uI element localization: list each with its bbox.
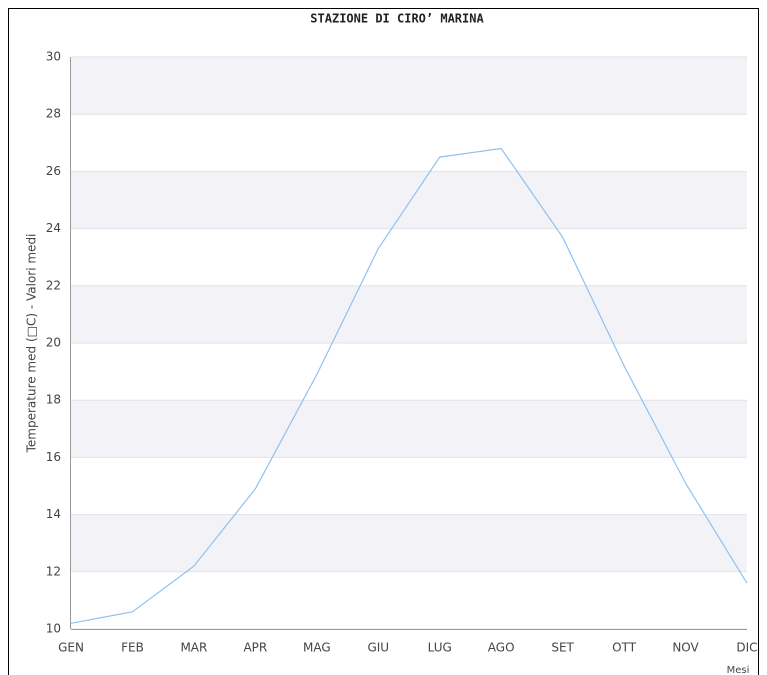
x-tick-label: NOV <box>672 641 699 655</box>
x-tick-label: GEN <box>58 641 84 655</box>
x-tick-label: APR <box>243 641 267 655</box>
x-tick-label: MAR <box>180 641 207 655</box>
x-tick-label: FEB <box>121 641 144 655</box>
plot-band <box>71 57 747 115</box>
y-tick-label: 14 <box>46 507 61 521</box>
plot-band <box>71 285 747 343</box>
y-tick-label: 24 <box>46 221 61 235</box>
x-tick-label: DIC <box>736 641 757 655</box>
y-tick-label: 20 <box>46 336 61 350</box>
plot-band <box>71 171 747 229</box>
y-tick-label: 26 <box>46 164 61 178</box>
frame <box>8 8 759 675</box>
y-tick-label: 16 <box>46 450 61 464</box>
x-tick-label: AGO <box>488 641 515 655</box>
y-tick-label: 28 <box>46 107 61 121</box>
x-axis-label: Mesi <box>727 665 750 675</box>
y-tick-label: 10 <box>46 622 61 636</box>
y-tick-label: 18 <box>46 393 61 407</box>
chart-title: STAZIONE DI CIRO’ MARINA <box>310 12 484 26</box>
x-tick-label: MAG <box>303 641 331 655</box>
y-tick-label: 12 <box>46 564 61 578</box>
x-tick-label: GIU <box>367 641 389 655</box>
x-tick-label: OTT <box>612 641 637 655</box>
x-tick-label: SET <box>551 641 574 655</box>
plot-band <box>71 514 747 572</box>
x-tick-label: LUG <box>428 641 452 655</box>
data-line <box>70 147 748 624</box>
plot-band <box>71 400 747 458</box>
y-tick-label: 22 <box>46 278 61 292</box>
y-tick-label: 30 <box>46 50 61 64</box>
y-axis-label: Temperature med (□C) - Valori medi <box>25 234 39 454</box>
